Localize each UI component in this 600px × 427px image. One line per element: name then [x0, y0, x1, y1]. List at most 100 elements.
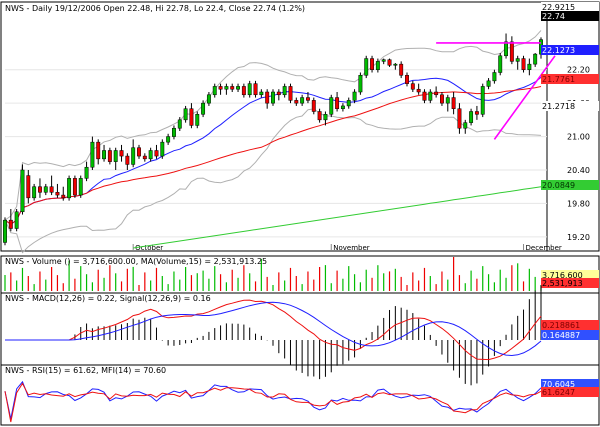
candle	[32, 186, 37, 199]
candle	[440, 94, 444, 104]
candle	[26, 175, 31, 199]
candle	[451, 97, 456, 109]
candle	[498, 55, 503, 73]
price-value-label: 21.2718	[542, 102, 575, 111]
candle	[370, 58, 374, 70]
candle	[486, 80, 491, 87]
rsi-label: 70.6045	[542, 380, 575, 389]
candle	[20, 169, 25, 213]
macd-label: 0.218861	[542, 321, 580, 330]
price-tick-label: 19.80	[567, 199, 590, 208]
candle	[311, 100, 316, 112]
macd-title: NWS - MACD(12,26) = 0.22, Signal(12,26,9…	[5, 294, 211, 303]
candle	[90, 141, 95, 168]
candle	[236, 86, 240, 90]
rsi-label: 61.6247	[542, 388, 575, 397]
candle	[148, 150, 153, 160]
bollinger-lower-line	[4, 108, 542, 254]
price-value-label: 22.1273	[542, 46, 575, 55]
candle	[317, 111, 322, 121]
candle	[160, 141, 165, 157]
candle	[177, 119, 182, 129]
price-value-label: 21.7761	[542, 75, 575, 84]
candle	[253, 83, 258, 96]
candle	[300, 97, 305, 104]
rsi-label-bg	[541, 387, 599, 397]
candle	[271, 91, 275, 104]
ma-medium-line	[4, 86, 542, 225]
candle	[206, 94, 211, 104]
volume-label-bg	[541, 270, 599, 280]
price-value-label-bg	[541, 45, 599, 55]
candle	[306, 97, 310, 101]
candle	[212, 86, 217, 96]
candle	[352, 91, 357, 101]
candle	[358, 75, 363, 93]
candle	[241, 86, 246, 96]
rsi-label-bg	[541, 379, 599, 389]
candle	[131, 147, 136, 165]
price-value-label: 22.74	[542, 12, 565, 21]
candle	[381, 59, 386, 62]
candle	[113, 150, 118, 162]
macd-label: 0.164887	[542, 331, 580, 340]
candle	[428, 91, 433, 101]
candle	[399, 63, 404, 76]
candle	[14, 211, 19, 229]
candle	[434, 91, 439, 96]
candle	[457, 108, 462, 129]
candle	[3, 219, 7, 243]
candle	[492, 72, 497, 82]
macd-label-bg	[541, 330, 599, 340]
candle	[521, 58, 526, 70]
candle	[474, 111, 479, 115]
candle	[533, 53, 538, 65]
rsi-line	[4, 382, 542, 423]
month-label: December	[526, 244, 562, 252]
candle	[375, 61, 380, 70]
candle	[67, 178, 72, 199]
candle	[247, 83, 252, 96]
candle	[480, 86, 485, 115]
price-value-label-bg	[541, 2, 599, 12]
candle	[8, 219, 13, 229]
candle	[346, 100, 351, 107]
candle	[265, 91, 270, 104]
price-value-label-bg	[541, 11, 599, 21]
candle	[335, 97, 340, 109]
candle	[410, 83, 415, 90]
price-tick-label: 19.20	[567, 233, 590, 242]
price-value-label-bg	[541, 74, 599, 84]
candle	[329, 97, 334, 115]
candle	[195, 114, 200, 126]
price-value-label: 22.9215	[542, 3, 575, 12]
candle	[201, 102, 206, 115]
price-tick-label: 22.20	[567, 66, 590, 75]
candle	[393, 63, 398, 66]
candle	[259, 91, 264, 96]
candle	[288, 86, 293, 101]
candle	[183, 108, 188, 121]
candle	[154, 150, 159, 157]
candle	[49, 186, 54, 193]
candle	[142, 155, 147, 160]
candle	[166, 136, 171, 143]
price-value-label-bg	[541, 180, 599, 190]
volume-label: 2,531,913	[542, 279, 583, 288]
candle	[189, 108, 194, 126]
price-tick-label: 20.40	[567, 166, 590, 175]
month-label: October	[135, 244, 163, 252]
candle	[172, 127, 176, 137]
candle	[218, 86, 223, 90]
rsi-title: NWS - RSI(15) = 61.62, MFI(14) = 70.60	[5, 366, 166, 375]
candle	[38, 186, 42, 193]
candle	[84, 166, 89, 179]
candle	[463, 122, 468, 129]
candle	[55, 192, 60, 196]
candle	[43, 186, 48, 193]
price-value-label-bg	[541, 101, 599, 111]
ma-long-line	[133, 186, 542, 249]
candle	[416, 88, 421, 93]
volume-title: NWS - Volume () = 3,716,600.00, MA(Volum…	[5, 257, 267, 266]
candle	[107, 150, 112, 162]
